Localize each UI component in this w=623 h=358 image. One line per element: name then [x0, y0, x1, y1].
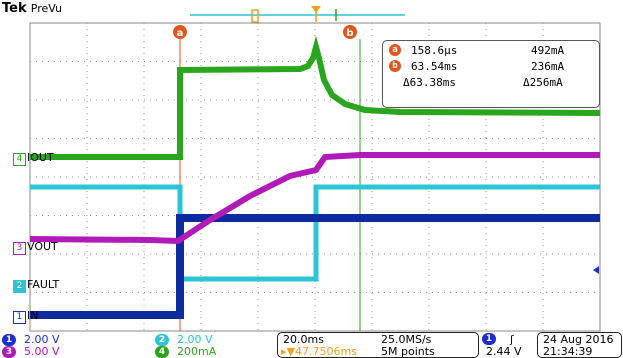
cursor-b-badge-label: b [346, 28, 353, 39]
cursor-a-icon: a [389, 44, 401, 56]
ch4-label-number: 4 [13, 153, 26, 166]
ch3-label-name: VOUT [27, 240, 58, 253]
ch2-scale-value: 2.00 V [177, 333, 213, 346]
ch2-fault-trace [30, 184, 600, 282]
cursor-b-icon: b [389, 60, 401, 72]
ch3-scale[interactable]: 3 5.00 V [2, 345, 60, 358]
cursor-readout-row-b: b 63.54ms 236mA [383, 60, 599, 75]
ch2-label[interactable]: 2 FAULT [13, 278, 59, 293]
cursor-a-badge-label: a [177, 28, 184, 39]
ch1-badge: 1 [2, 334, 16, 346]
ch2-badge: 2 [155, 334, 169, 346]
cursor-a-badge[interactable] [173, 25, 187, 39]
ch4-iout-trace [30, 35, 601, 160]
ch1-scale-value: 2.00 V [24, 333, 60, 346]
ch2-scale[interactable]: 2 2.00 V [155, 333, 213, 346]
record-length: 5M points [381, 345, 435, 358]
ch4-label[interactable]: 4 IOUT [13, 151, 54, 166]
cursor-a-time: 158.6µs [411, 44, 458, 57]
trigger-level: 2.44 V [486, 345, 522, 358]
timebase: 20.0ms [283, 333, 324, 346]
trigger-delay: ▸▼47.7506ms [281, 345, 357, 358]
cursor-readout-row-a: a 158.6µs 492mA [383, 44, 599, 59]
trigger-source-badge: 1 [482, 333, 496, 345]
ch1-label-number: 1 [13, 311, 26, 324]
ch3-label-number: 3 [13, 242, 26, 255]
datetime-panel: 24 Aug 2016 21:34:39 [537, 332, 622, 358]
ch1-scale[interactable]: 1 2.00 V [2, 333, 60, 346]
cursor-delta-time: Δ63.38ms [403, 76, 456, 89]
ch3-scale-value: 5.00 V [24, 345, 60, 358]
trigger-level-marker [593, 266, 599, 274]
cursor-a-value: 492mA [531, 44, 565, 57]
cursor-b-badge[interactable] [343, 25, 357, 39]
cursor-b-time: 63.54ms [411, 60, 458, 73]
record-view-window [251, 9, 259, 23]
brand-name: Tek [2, 1, 27, 16]
ch4-scale[interactable]: 4 200mA [155, 345, 216, 358]
trigger-slope-icon: ʃ [510, 333, 514, 346]
trigger-panel[interactable]: 1 ʃ 2.44 V [482, 333, 534, 358]
sample-rate: 25.0MS/s [381, 333, 432, 346]
ch4-label-name: IOUT [27, 151, 54, 164]
brand-logo: Tek PreVu [2, 1, 62, 16]
ch3-vout-trace [29, 152, 600, 245]
ch4-scale-value: 200mA [177, 345, 217, 358]
date: 24 Aug 2016 [543, 333, 614, 346]
acquisition-mode: PreVu [30, 2, 62, 15]
ch3-label[interactable]: 3 VOUT [13, 240, 58, 255]
ch4-badge: 4 [155, 346, 169, 358]
horizontal-panel[interactable]: 20.0ms 25.0MS/s ▸▼47.7506ms 5M points [277, 332, 479, 358]
ch3-badge: 3 [2, 346, 16, 358]
time: 21:34:39 [543, 345, 593, 358]
ch1-in-trace [30, 214, 600, 319]
ch1-label[interactable]: 1 IN [13, 309, 38, 324]
ch2-label-number: 2 [13, 280, 26, 293]
cursor-readout-row-delta: Δ63.38ms Δ256mA [383, 76, 599, 91]
ch1-label-name: IN [27, 309, 39, 322]
cursor-readout-panel[interactable]: a 158.6µs 492mA b 63.54ms 236mA Δ63.38ms… [382, 40, 600, 108]
cursor-delta-value: Δ256mA [523, 76, 563, 89]
ch2-label-name: FAULT [27, 278, 60, 291]
trigger-position-marker [311, 6, 321, 13]
cursor-b-value: 236mA [531, 60, 565, 73]
vertical-settings: 1 2.00 V 2 2.00 V 3 5.00 V 4 200mA [2, 333, 272, 358]
